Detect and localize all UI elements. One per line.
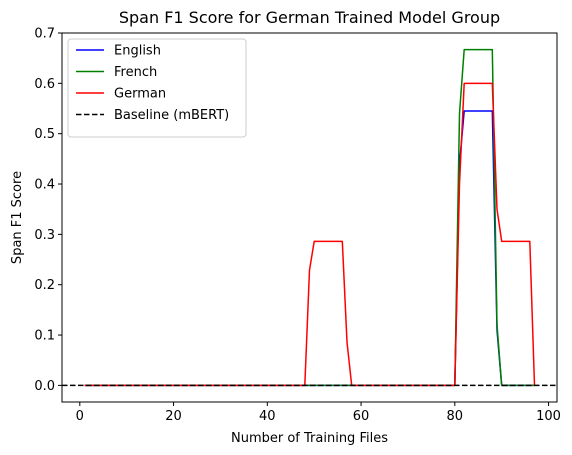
y-tick-label: 0.7 (34, 27, 55, 42)
x-tick-label: 20 (165, 409, 182, 424)
legend-label: French (114, 65, 157, 80)
y-tick-label: 0.1 (34, 329, 55, 344)
plot-frame (61, 32, 558, 403)
legend-box (67, 38, 247, 138)
y-tick-label: 0.4 (34, 178, 55, 193)
y-tick-label: 0.6 (34, 77, 55, 92)
legend: English French German Baseline (mBERT) (67, 38, 247, 138)
x-tick-label: 80 (447, 409, 464, 424)
x-tick-label: 40 (259, 409, 276, 424)
x-tick-label: 60 (353, 409, 370, 424)
y-axis-label: Span F1 Score (10, 171, 25, 264)
y-tick-label: 0.5 (34, 127, 55, 142)
x-tick-label: 100 (536, 409, 561, 424)
legend-label: English (114, 44, 161, 59)
legend-label: German (114, 87, 166, 102)
x-tick-label: 0 (76, 409, 84, 424)
y-tick-label: 0.3 (34, 228, 55, 243)
legend-label: Baseline (mBERT) (114, 108, 229, 123)
chart-title: Span F1 Score for German Trained Model G… (119, 8, 500, 27)
x-axis-label: Number of Training Files (231, 431, 388, 446)
y-tick-label: 0.0 (34, 379, 55, 394)
y-tick-label: 0.2 (34, 278, 55, 293)
series-line-english (84, 110, 535, 387)
